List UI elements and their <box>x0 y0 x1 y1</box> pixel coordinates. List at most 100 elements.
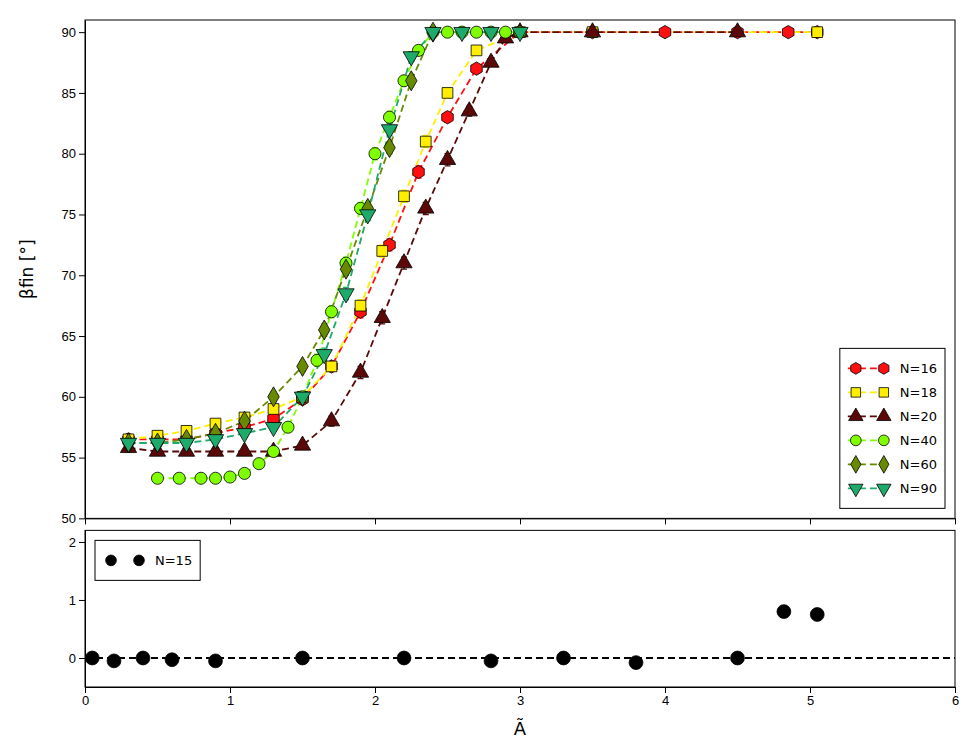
data-point <box>120 438 136 452</box>
x-tick <box>375 518 376 524</box>
data-point <box>377 246 388 257</box>
x-tick-label: 0 <box>82 693 89 708</box>
x-tick-mark <box>375 518 376 524</box>
legend-marker <box>134 555 145 566</box>
chart-root: 505560657075808590βfin [°]N=16N=18N=20N=… <box>0 0 980 749</box>
y-tick-mark <box>79 518 85 519</box>
data-point <box>323 412 339 426</box>
x-tick-mark <box>520 518 521 524</box>
data-point <box>318 320 330 340</box>
data-point <box>442 88 453 99</box>
legend-marker <box>850 435 861 446</box>
x-tick <box>665 518 666 524</box>
data-point <box>268 387 280 407</box>
errorbars-layer <box>89 606 820 665</box>
legend-marker <box>851 362 861 374</box>
legend: N=16N=18N=20N=40N=60N=90 <box>840 348 945 508</box>
x-axis: 0123456 <box>82 687 959 708</box>
legend-marker <box>879 456 889 474</box>
legend-item: N=15 <box>106 553 193 568</box>
data-point <box>297 356 309 376</box>
x-tick <box>810 518 811 524</box>
legend: N=15 <box>95 540 200 580</box>
data-point <box>238 467 250 479</box>
x-tick <box>230 518 231 524</box>
legend-item: N=40 <box>848 433 937 448</box>
data-point <box>471 62 483 75</box>
y-tick: 90 <box>62 25 85 40</box>
data-point <box>207 435 223 449</box>
y-tick-mark <box>79 275 85 276</box>
data-point <box>483 53 499 67</box>
data-point <box>296 651 310 665</box>
legend-item: N=60 <box>848 456 937 474</box>
data-point <box>483 27 499 41</box>
legend-label: N=60 <box>900 457 937 472</box>
x-tick: 5 <box>807 687 814 708</box>
data-point <box>107 654 121 668</box>
data-point <box>777 605 791 619</box>
data-point <box>384 138 396 158</box>
x-tick-mark <box>230 687 231 693</box>
x-tick: 2 <box>372 687 379 708</box>
data-point <box>236 429 252 443</box>
data-point <box>253 458 265 470</box>
panel: 0123456012ÃN=15 <box>69 530 959 739</box>
data-point <box>399 191 410 202</box>
x-tick-mark <box>810 518 811 524</box>
y-tick-label: 1 <box>69 593 76 608</box>
data-point <box>512 27 528 41</box>
errorbars-layer <box>126 30 821 482</box>
data-point <box>557 651 571 665</box>
data-point <box>499 26 511 38</box>
legend-item: N=16 <box>848 361 937 376</box>
x-tick-label: 5 <box>807 693 814 708</box>
legend-marker <box>879 362 889 374</box>
data-point <box>396 254 412 268</box>
data-point <box>418 199 434 213</box>
legend-marker <box>879 388 888 397</box>
data-point <box>484 654 498 668</box>
y-axis-title: βfin [°] <box>17 239 37 299</box>
panel: 505560657075808590βfin [°]N=16N=18N=20N=… <box>17 20 956 526</box>
x-tick <box>85 518 86 524</box>
y-tick: 85 <box>62 86 85 101</box>
data-point <box>195 472 207 484</box>
data-point <box>136 651 150 665</box>
x-tick-mark <box>665 518 666 524</box>
data-point <box>812 27 823 38</box>
y-tick-label: 0 <box>69 651 76 666</box>
series-line <box>158 32 521 478</box>
y-tick-label: 60 <box>62 389 76 404</box>
legend-marker <box>877 484 891 496</box>
x-tick-label: 2 <box>372 693 379 708</box>
data-point <box>729 23 745 37</box>
x-tick-mark <box>375 687 376 693</box>
legend-marker <box>878 435 889 446</box>
legend-label: N=90 <box>900 481 937 496</box>
data-point <box>810 608 824 622</box>
series-line <box>129 32 521 443</box>
x-tick-label: 1 <box>227 693 234 708</box>
y-tick-mark <box>79 214 85 215</box>
x-tick: 0 <box>82 687 89 708</box>
legend-item: N=90 <box>848 481 937 497</box>
y-tick-mark <box>79 542 85 543</box>
plot-frame <box>85 530 955 687</box>
data-point <box>413 165 425 178</box>
data-point <box>294 392 310 406</box>
data-point <box>470 26 482 38</box>
data-point <box>224 471 236 483</box>
data-point <box>397 651 411 665</box>
legend-marker <box>851 456 861 474</box>
legend-marker <box>851 388 860 397</box>
legend-marker <box>849 408 863 420</box>
series-line <box>129 32 738 451</box>
legend-label: N=20 <box>900 409 937 424</box>
data-point <box>461 102 477 116</box>
x-tick <box>955 518 956 524</box>
legend-marker <box>849 484 863 496</box>
data-point <box>439 150 455 164</box>
data-point <box>326 361 337 372</box>
y-tick-mark <box>79 600 85 601</box>
